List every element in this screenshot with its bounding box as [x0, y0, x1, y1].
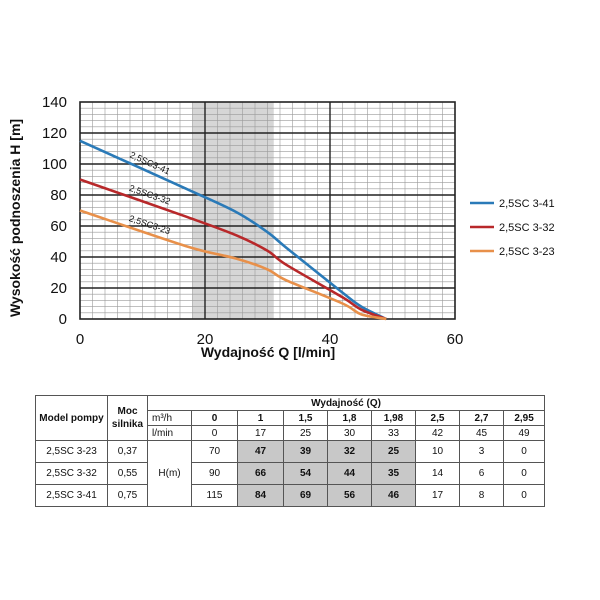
- head-value-cell: 6: [459, 462, 504, 485]
- head-value-cell: 35: [371, 462, 416, 485]
- header-flow: Wydajność (Q): [146, 395, 546, 411]
- head-value-cell: 90: [191, 462, 238, 485]
- x-axis-title: Wydajność Q [l/min]: [201, 344, 335, 360]
- head-value-cell: 115: [191, 484, 238, 507]
- head-value-cell: 17: [415, 484, 460, 507]
- head-value-cell: 25: [371, 440, 416, 463]
- unit-lmin: l/min: [147, 425, 192, 441]
- y-axis-title: Wysokość podnoszenia H [m]: [7, 119, 23, 317]
- model-cell: 2,5SC 3-32: [35, 462, 108, 485]
- flow-m3h-cell: 1,8: [327, 410, 372, 426]
- header-model: Model pompy: [35, 395, 108, 441]
- y-tick-label: 40: [50, 249, 67, 266]
- series-lines: [79, 139, 387, 321]
- table-row: 2,5SC 3-32 0,55 90 66 54 44 35 14 6 0: [35, 462, 546, 485]
- legend: 2,5SC 3-41 2,5SC 3-32 2,5SC 3-23: [470, 198, 555, 258]
- table-header-row: m³/h 0 1 1,5 1,8 1,98 2,5 2,7 2,95: [36, 410, 546, 426]
- x-tick-label: 40: [322, 331, 339, 348]
- head-value-cell: 0: [502, 440, 546, 463]
- legend-entry: 2,5SC 3-23: [499, 246, 555, 258]
- model-cell: 2,5SC 3-23: [35, 440, 108, 463]
- y-tick-label: 140: [42, 94, 67, 111]
- flow-lmin-cell: 42: [415, 425, 460, 441]
- legend-entry: 2,5SC 3-41: [499, 198, 555, 210]
- flow-lmin-cell: 45: [459, 425, 504, 441]
- power-cell: 0,37: [107, 440, 148, 463]
- head-label: H(m): [147, 440, 192, 507]
- head-value-cell: 39: [283, 440, 328, 463]
- flow-lmin-cell: 0: [191, 425, 238, 441]
- y-tick-label: 0: [59, 311, 67, 328]
- head-value-cell: 84: [237, 484, 284, 507]
- flow-m3h-cell: 0: [191, 410, 238, 426]
- head-value-cell: 69: [283, 484, 328, 507]
- pump-curve-chart: 0 20 40 60 80 100 120 140 0 20 40 60 Wydajność Q [l…: [7, 94, 555, 360]
- head-value-cell: 44: [327, 462, 372, 485]
- head-value-cell: 0: [502, 462, 546, 485]
- series-line: [79, 178, 387, 321]
- power-cell: 0,75: [107, 484, 148, 507]
- y-tick-label: 100: [42, 156, 67, 173]
- flow-lmin-cell: 17: [237, 425, 284, 441]
- header-power: Moc silnika: [107, 395, 148, 441]
- flow-lmin-cell: 25: [283, 425, 328, 441]
- legend-entry: 2,5SC 3-32: [499, 222, 555, 234]
- flow-lmin-cell: 49: [502, 425, 546, 441]
- flow-m3h-cell: 2,5: [415, 410, 460, 426]
- table-row: 2,5SC 3-41 0,75 115 84 69 56 46 17 8 0: [35, 484, 546, 507]
- flow-m3h-cell: 2,7: [459, 410, 504, 426]
- table-header-row: Model pompy Moc silnika Wydajność (Q): [35, 395, 546, 441]
- model-cell: 2,5SC 3-41: [35, 484, 108, 507]
- head-value-cell: 54: [283, 462, 328, 485]
- x-tick-label: 20: [197, 331, 214, 348]
- x-tick-label: 0: [76, 331, 84, 348]
- flow-m3h-cell: 1: [237, 410, 284, 426]
- flow-m3h-cell: 1,98: [371, 410, 416, 426]
- flow-m3h-cell: 2,95: [502, 410, 546, 426]
- head-value-cell: 47: [237, 440, 284, 463]
- flow-lmin-cell: 30: [327, 425, 372, 441]
- flow-m3h-cell: 1,5: [283, 410, 328, 426]
- head-value-cell: 70: [191, 440, 238, 463]
- flow-lmin-cell: 33: [371, 425, 416, 441]
- head-value-cell: 32: [327, 440, 372, 463]
- head-value-cell: 10: [415, 440, 460, 463]
- head-value-cell: 3: [459, 440, 504, 463]
- x-tick-label: 60: [447, 331, 464, 348]
- head-value-cell: 46: [371, 484, 416, 507]
- head-value-cell: 14: [415, 462, 460, 485]
- y-tick-label: 120: [42, 125, 67, 142]
- power-cell: 0,55: [107, 462, 148, 485]
- unit-m3h: m³/h: [147, 410, 192, 426]
- y-tick-label: 80: [50, 187, 67, 204]
- head-value-cell: 56: [327, 484, 372, 507]
- series-line: [79, 209, 387, 321]
- pump-spec-table: Model pompy Moc silnika Wydajność (Q) m³/h 0…: [35, 395, 546, 507]
- head-value-cell: 66: [237, 462, 284, 485]
- y-tick-label: 60: [50, 218, 67, 235]
- head-value-cell: 0: [502, 484, 546, 507]
- plot-grid: [79, 101, 456, 320]
- series-line: [79, 139, 387, 321]
- axis-ticks: 0 20 40 60 80 100 120 140 0 20 40 60: [42, 94, 463, 348]
- y-tick-label: 20: [50, 280, 67, 297]
- head-value-cell: 8: [459, 484, 504, 507]
- table-row: 2,5SC 3-23 0,37 H(m) 70 47 39 32 25 10 3 0: [35, 440, 546, 507]
